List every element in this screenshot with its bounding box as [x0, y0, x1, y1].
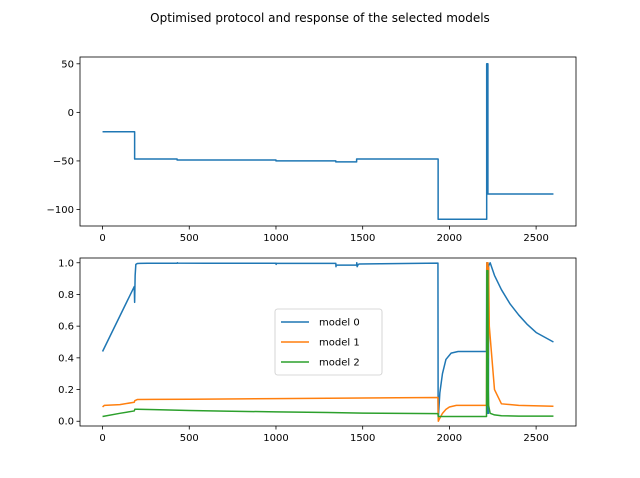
y-tick-label: 0.2 [58, 385, 74, 396]
protocol-line [102, 63, 554, 220]
axes-frame [79, 56, 577, 227]
x-tick-label: 0 [99, 433, 105, 444]
response-axes: 0 500 1000 1500 2000 2500 0.0 0.2 0.4 0.6 0.8 1.0 mo… [58, 257, 577, 444]
x-tick-label: 0 [99, 233, 105, 244]
x-tick-label: 500 [180, 233, 199, 244]
figure-title: Optimised protocol and response of the s… [150, 11, 490, 25]
x-tick-label: 1000 [263, 233, 288, 244]
x-tick-label: 2000 [437, 233, 462, 244]
x-tick-label: 2000 [437, 433, 462, 444]
series-line-model-0 [101, 262, 554, 419]
y-tick-label: 0.4 [58, 353, 74, 364]
x-tick-label: 500 [180, 433, 199, 444]
y-tick-label: −100 [47, 205, 74, 216]
x-tick-label: 2500 [523, 433, 548, 444]
axes-frame [79, 257, 577, 427]
x-tick-label: 1500 [350, 433, 375, 444]
x-tick-label: 1500 [350, 233, 375, 244]
legend-label-model-0: model 0 [319, 318, 360, 329]
y-tick-label: 0.8 [58, 290, 74, 301]
x-tick-label: 1000 [263, 433, 288, 444]
y-tick-label: 1.0 [58, 258, 74, 269]
series-line-model-2 [102, 269, 554, 418]
y-tick-label: −50 [53, 156, 74, 167]
y-tick-label: 0.6 [58, 322, 74, 333]
legend-box [274, 308, 383, 376]
y-tick-label: 50 [61, 59, 74, 70]
y-tick-label: 0 [68, 108, 74, 119]
y-tick-label: 0.0 [58, 417, 74, 428]
x-tick-label: 2500 [523, 233, 548, 244]
legend: model 0 model 1 model 2 [274, 308, 383, 376]
legend-label-model-2: model 2 [319, 358, 360, 369]
legend-label-model-1: model 1 [319, 338, 360, 349]
